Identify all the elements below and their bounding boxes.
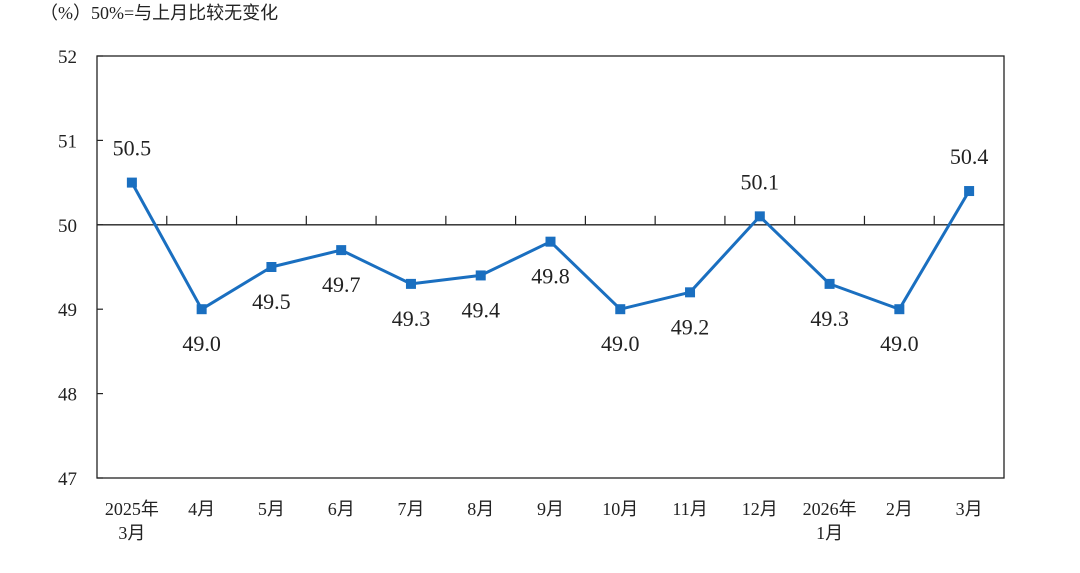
y-tick-label: 52 [58, 47, 77, 68]
data-label: 49.7 [322, 272, 361, 297]
data-label: 49.3 [810, 306, 849, 331]
data-point [266, 262, 277, 272]
data-point [685, 287, 696, 298]
x-tick-label: 3月 [956, 499, 983, 519]
data-point [824, 278, 835, 289]
x-tick-label: 4月 [188, 499, 215, 519]
y-tick-label: 51 [58, 131, 77, 152]
data-label: 49.0 [601, 331, 640, 356]
data-point [545, 236, 556, 247]
data-label: 50.5 [113, 136, 152, 161]
y-tick-label: 50 [58, 216, 77, 237]
data-label: 49.8 [531, 264, 570, 289]
x-tick-label: 12月 [742, 499, 778, 519]
x-tick-label: 8月 [467, 499, 494, 519]
series [126, 177, 975, 315]
plot-frame [96, 55, 1005, 479]
data-point [405, 278, 416, 289]
data-point [894, 304, 905, 315]
data-point [754, 211, 765, 222]
x-tick-label: 5月 [258, 499, 285, 519]
data-labels: 50.5 49.0 49.5 49.7 49.3 49.4 49.8 49.0 49.2 50.1… [113, 136, 989, 357]
x-tick-label: 9月 [537, 499, 564, 519]
data-label: 50.4 [950, 144, 989, 169]
y-tick-label: 47 [58, 469, 77, 490]
x-tick-label: 3月 [118, 523, 145, 543]
chart-subtitle: （%）50%=与上月比较无变化 [40, 3, 278, 23]
x-tick-label: 1月 [816, 523, 843, 543]
data-label: 49.2 [671, 314, 710, 339]
data-point [964, 186, 975, 197]
x-tick-label: 2026年 [803, 499, 857, 519]
x-tick-label: 7月 [397, 499, 424, 519]
data-label: 49.3 [392, 306, 431, 331]
x-tick-label: 2月 [886, 499, 913, 519]
y-axis: 47 48 49 50 51 52 [58, 47, 103, 490]
x-tick-label: 11月 [672, 499, 707, 519]
data-point [615, 304, 626, 315]
data-label: 49.5 [252, 289, 291, 314]
data-label: 49.0 [880, 331, 919, 356]
data-point [126, 177, 137, 188]
x-tick-label: 10月 [602, 499, 638, 519]
x-tick-label: 2025年 [105, 499, 159, 519]
y-tick-label: 48 [58, 385, 77, 406]
data-point [475, 270, 486, 281]
x-tick-label: 6月 [328, 499, 355, 519]
x-axis: 2025年 3月 4月 5月 6月 7月 8月 9月 10月 11月 12月 2026年 1月 2月 3月 [105, 215, 983, 543]
data-label: 49.4 [461, 297, 500, 322]
data-label: 50.1 [741, 169, 780, 194]
y-tick-label: 49 [58, 300, 77, 321]
data-point [196, 304, 207, 315]
data-label: 49.0 [182, 331, 221, 356]
data-point [336, 245, 347, 256]
